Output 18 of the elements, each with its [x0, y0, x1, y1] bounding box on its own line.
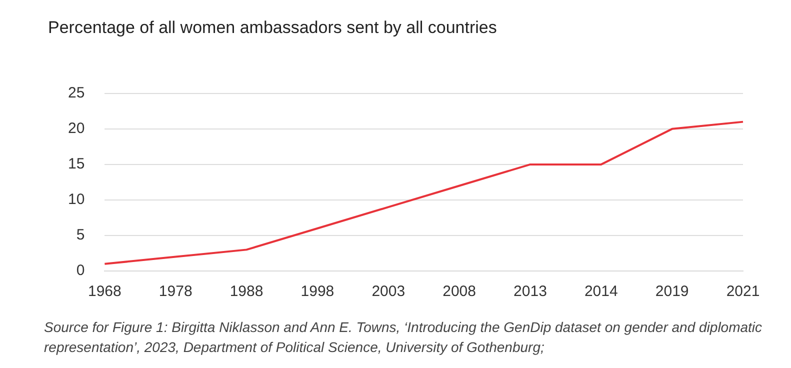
x-tick-label: 2021: [726, 283, 760, 300]
x-tick-label: 1978: [158, 283, 192, 300]
y-tick-label: 5: [76, 226, 85, 244]
chart-title: Percentage of all women ambassadors sent by all countries: [48, 18, 497, 37]
source-note: Source for Figure 1: Birgitta Niklasson and Ann E. Towns, ‘Introducing the GenDip dataset on gender and diplomatic representation’, 2023, Department of Political Science, University of Gothenburg;: [43, 318, 764, 357]
y-tick-label: 15: [68, 156, 85, 173]
y-tick-label: 20: [68, 120, 85, 138]
x-tick-label: 1998: [300, 283, 334, 300]
y-tick-label: 25: [68, 84, 85, 102]
x-tick-label: 1968: [88, 283, 122, 300]
x-tick-label: 2013: [514, 283, 547, 300]
y-tick-label: 10: [68, 191, 85, 208]
x-tick-label: 2008: [442, 283, 476, 300]
x-tick-label: 2003: [372, 283, 406, 300]
x-tick-label: 2014: [584, 283, 618, 300]
x-tick-label: 2019: [655, 283, 689, 300]
y-tick-label: 0: [76, 262, 85, 280]
x-tick-label: 1988: [230, 283, 264, 300]
